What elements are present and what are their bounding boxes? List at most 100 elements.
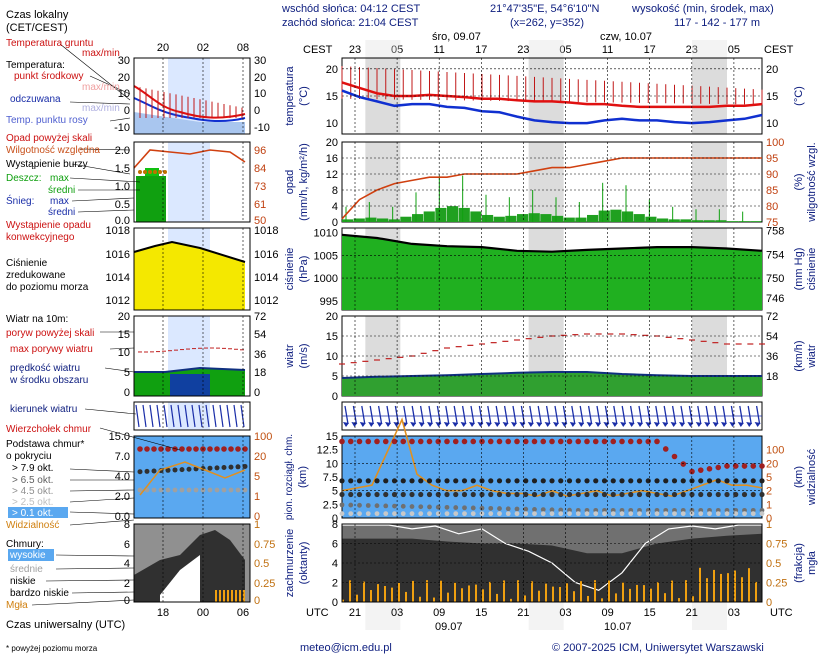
- axis-tick-label: 995: [320, 296, 338, 308]
- cloud-base-dot: [426, 478, 433, 484]
- wind-arrow: [571, 405, 576, 425]
- mini-tick-label: 15.0: [109, 431, 130, 443]
- cloud-top-dot: [689, 468, 695, 475]
- wind-arrow: [730, 405, 736, 425]
- cloud-base-dot: [453, 505, 459, 510]
- wind-arrow-head: [502, 422, 509, 427]
- wind-kmh-label: 72: [766, 311, 778, 323]
- cloud-base-dot: [505, 491, 511, 498]
- fog-bar: [419, 596, 421, 602]
- legend: Temperatura gruntu max/min Temperatura: …: [6, 38, 120, 611]
- panel-side-labels: temperatura (°C) (°C) opad (mm/h, kg/m²/…: [284, 65, 818, 597]
- mini-pressure-area: [134, 242, 245, 310]
- footer-note: * powyżej poziomu morza: [6, 644, 98, 653]
- fog-bar: [615, 593, 617, 602]
- wind-arrow-head: [485, 422, 492, 427]
- cloud-top-dot: [435, 438, 442, 445]
- wind-arrow-head: [712, 422, 719, 427]
- mini-tick-label: 1.5: [115, 163, 130, 175]
- height-label: wysokość (min, środek, max): [631, 3, 774, 15]
- cloud-base-dot: [383, 503, 389, 509]
- cloud-top-dot: [531, 438, 538, 445]
- cloud-top-dot: [619, 438, 625, 445]
- wind-arrow: [554, 405, 559, 425]
- grid-label: (x=262, y=352): [510, 17, 584, 29]
- cloud-base-dot: [365, 503, 371, 508]
- mini-tick-label: 61: [254, 199, 266, 211]
- mini-wind-arrow: [226, 404, 231, 428]
- mini-fog-bar: [235, 590, 237, 602]
- cloud-base-dot: [706, 478, 713, 484]
- cloud-base-dot: [531, 478, 538, 484]
- wind-arrow: [747, 405, 752, 425]
- mini-tick-label: 2.0: [115, 491, 130, 503]
- mini-wind-arrow: [149, 404, 154, 428]
- cloud-base-dot: [715, 511, 721, 517]
- bottom-hour-label: 21: [517, 607, 529, 619]
- mini-frame: [133, 523, 251, 603]
- pressure-panel: 995 1000 1005 1010 746 750 754 758: [314, 225, 784, 311]
- footer-email[interactable]: meteo@icm.edu.pl: [300, 642, 392, 654]
- top-hour-label: 23: [686, 44, 698, 56]
- temp-label-left2: (°C): [298, 86, 310, 106]
- wind-arrow-head: [670, 422, 677, 427]
- rain-bar: [738, 221, 750, 222]
- mini-tick-label: 8: [124, 519, 130, 531]
- cloud-base-dot: [750, 491, 756, 498]
- mini-tick-label: 7.0: [115, 451, 130, 463]
- legend-ok25: > 2.5 okt.: [12, 497, 53, 508]
- cloud-base-dot: [663, 491, 669, 498]
- cloud-base-dot: [759, 478, 765, 484]
- wind-arrow: [621, 405, 626, 425]
- mini-frame: [133, 435, 251, 519]
- wind-arrow-head: [721, 422, 727, 427]
- cloud-base-dot: [698, 491, 704, 498]
- cloud-base-dot: [567, 507, 572, 513]
- mini-tick-label: 0: [254, 511, 260, 523]
- temperature-axis: 10 15 20 10 15 20: [326, 64, 779, 130]
- grid-lines: [342, 58, 762, 602]
- fog-bar: [643, 585, 645, 602]
- cloud-base-dot: [733, 478, 739, 484]
- mini-wind-calm: [170, 374, 210, 396]
- cloud-base-dot: [645, 478, 651, 484]
- mini-cloud-dot: [137, 487, 143, 493]
- cloud-base-dot: [357, 511, 362, 517]
- mini-visibility-line: [139, 461, 246, 496]
- cloud-base-dot: [488, 505, 494, 511]
- wind-arrow: [344, 405, 349, 425]
- fog-bar: [545, 583, 547, 602]
- legend-pointer: [59, 43, 131, 101]
- mini-storm-dot: [163, 170, 167, 174]
- humidity-tick-label: 85: [766, 185, 778, 197]
- mini-tick-label: 1012: [254, 295, 278, 307]
- legend-wind-dir: kierunek wiatru: [10, 404, 77, 415]
- cloud-base-dot: [689, 491, 695, 498]
- fog-bar: [482, 589, 484, 602]
- cloud-top-dot: [347, 438, 354, 445]
- legend-pointer: [55, 554, 135, 557]
- rain-bar: [668, 219, 680, 222]
- legend-pointer: [79, 148, 131, 151]
- cloud-top-dot: [365, 438, 372, 445]
- cloud-base-dot: [462, 505, 467, 511]
- mini-cloud-base-dot: [207, 465, 213, 471]
- mini-tick-label: 54: [254, 329, 266, 341]
- cloud-base-dot: [391, 491, 398, 498]
- wind-arrow: [495, 405, 500, 425]
- mini-cloud-dot: [193, 487, 199, 493]
- fog-bar: [594, 580, 596, 602]
- mini-tick-label: 0.5: [115, 199, 130, 211]
- mini-fog-bar: [219, 590, 221, 602]
- mini-tick-label: 1018: [254, 225, 278, 237]
- cloud-base-dot: [356, 491, 363, 498]
- fog-bar: [699, 567, 701, 602]
- mini-cloud-top-dot: [214, 446, 220, 452]
- mini-wind-arrow: [135, 404, 140, 428]
- cloud-base-dot: [733, 491, 739, 498]
- visibility-tick-label: 2: [766, 486, 772, 498]
- cover-panel: 0 2 4 6 8 0 0.25 0.5 0.75 1: [332, 519, 788, 609]
- mini-storm-dot: [158, 170, 162, 174]
- cloud-top-dot: [549, 438, 555, 445]
- mini-cloud-dot: [165, 487, 171, 493]
